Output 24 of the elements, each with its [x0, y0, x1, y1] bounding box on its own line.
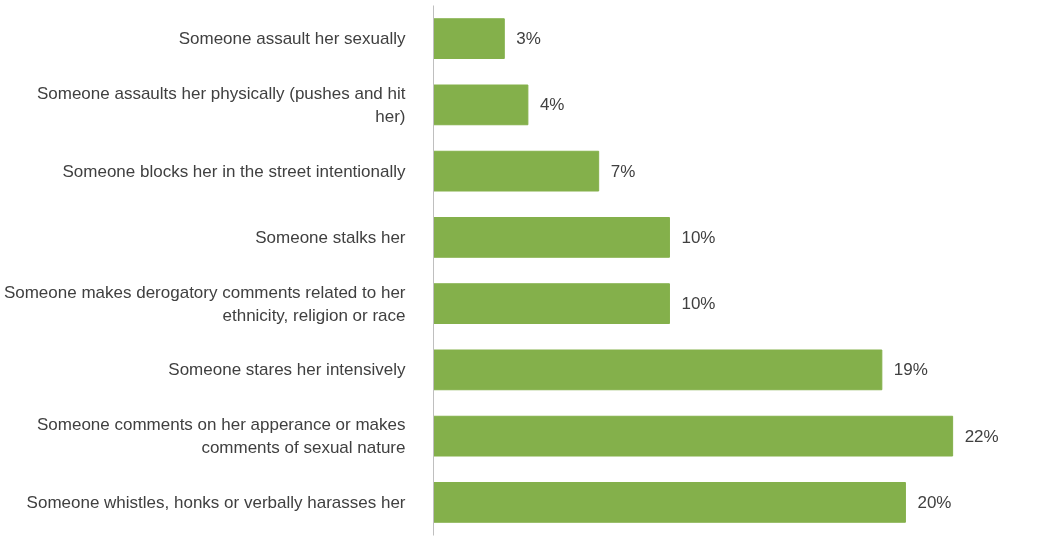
data-label: 7%	[610, 161, 636, 181]
data-label: 19%	[893, 360, 928, 380]
bar	[433, 84, 529, 126]
y-tick-label: Someone makes derogatory comments related to her ethnicity, religion or race	[3, 282, 406, 325]
bar	[433, 18, 505, 59]
y-tick-label: Someone assault her sexually	[178, 29, 406, 49]
data-label: 4%	[539, 95, 565, 115]
y-tick-label: Someone stalks her	[255, 227, 406, 247]
data-label: 10%	[681, 227, 716, 247]
bar	[433, 349, 883, 391]
data-label: 22%	[964, 426, 999, 446]
y-tick-label: Someone blocks her in the street intentionally	[62, 161, 406, 181]
y-tick-label: Someone assaults her physically (pushes and hit her)	[36, 83, 406, 126]
y-tick-label: Someone comments on her apperance or makes comments of sexual nature	[36, 415, 406, 458]
bar	[433, 217, 670, 258]
data-label: 20%	[917, 492, 952, 512]
bar	[433, 150, 600, 192]
bar	[433, 415, 954, 457]
bar	[433, 283, 670, 324]
data-label: 3%	[516, 29, 541, 49]
y-tick-label: Someone whistles, honks or verbally harasses her	[26, 492, 406, 512]
bar	[433, 482, 906, 523]
y-tick-label: Someone stares her intensively	[168, 360, 406, 380]
data-label: 10%	[681, 294, 716, 314]
